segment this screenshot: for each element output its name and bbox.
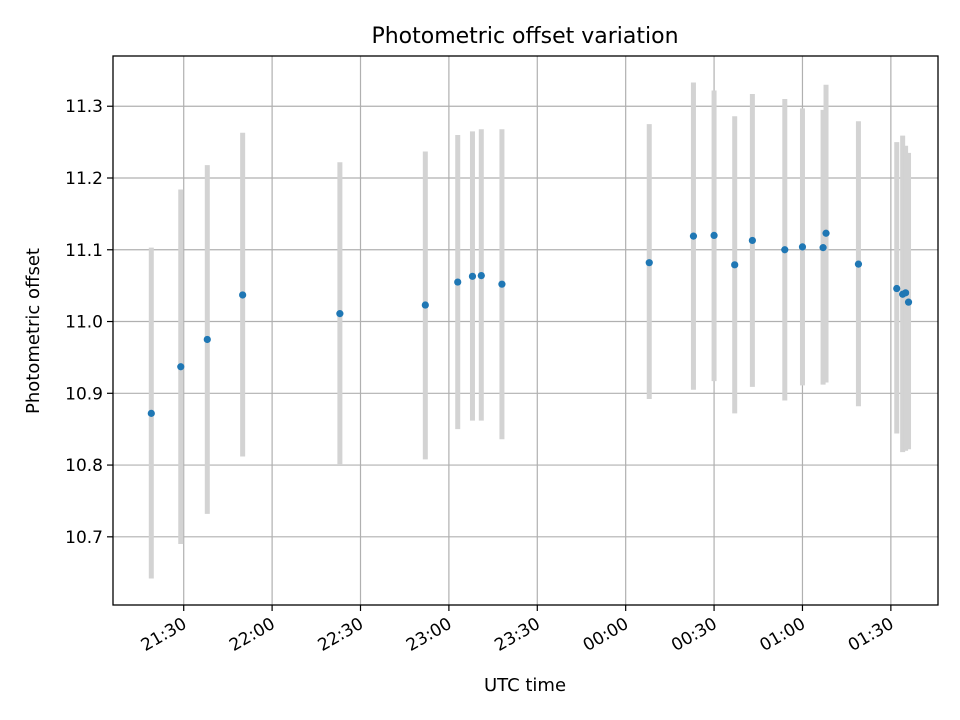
x-tick-label: 23:00 bbox=[403, 614, 455, 656]
y-tick-label: 11.3 bbox=[65, 97, 103, 117]
data-point bbox=[904, 298, 913, 306]
data-point bbox=[689, 232, 698, 240]
x-tick-label: 00:30 bbox=[668, 614, 720, 656]
grid-layer bbox=[113, 56, 938, 605]
y-tick-label: 11.2 bbox=[65, 169, 103, 189]
data-point bbox=[781, 246, 789, 254]
plot-frame bbox=[112, 55, 939, 606]
data-point bbox=[454, 278, 462, 286]
data-point bbox=[822, 229, 830, 237]
data-point bbox=[177, 363, 185, 371]
data-point bbox=[645, 259, 653, 267]
data-point bbox=[798, 243, 807, 251]
data-point bbox=[477, 272, 485, 280]
x-tick-label: 22:00 bbox=[226, 614, 278, 656]
data-point bbox=[498, 280, 506, 288]
data-point bbox=[239, 291, 247, 299]
y-axis-label: Photometric offset bbox=[23, 248, 44, 414]
x-tick-label: 21:30 bbox=[138, 614, 190, 656]
y-tick-label: 10.9 bbox=[65, 384, 103, 404]
data-point bbox=[893, 284, 901, 293]
data-point bbox=[748, 236, 756, 245]
x-tick-label: 01:00 bbox=[757, 614, 809, 656]
data-point bbox=[203, 335, 211, 344]
y-tick-label: 10.8 bbox=[65, 456, 103, 476]
x-tick-label: 01:30 bbox=[845, 614, 897, 656]
data-point bbox=[819, 244, 827, 252]
data-point bbox=[336, 310, 344, 318]
x-tick-label: 22:30 bbox=[315, 614, 367, 656]
data-point bbox=[421, 301, 429, 309]
data-point bbox=[731, 261, 739, 269]
data-point bbox=[468, 272, 477, 280]
x-axis-label: UTC time bbox=[484, 675, 566, 696]
x-tick-label: 00:00 bbox=[580, 614, 632, 656]
data-point bbox=[710, 231, 718, 240]
errorbar-layer bbox=[148, 82, 912, 579]
point-layer bbox=[147, 229, 913, 417]
y-tick-label: 11.1 bbox=[65, 241, 103, 261]
chart-title: Photometric offset variation bbox=[371, 24, 678, 49]
data-point bbox=[147, 409, 155, 417]
y-tick-label: 11.0 bbox=[65, 313, 103, 333]
data-point bbox=[901, 289, 910, 297]
y-tick-label: 10.7 bbox=[65, 528, 103, 548]
data-point bbox=[854, 260, 863, 268]
x-tick-label: 23:30 bbox=[491, 614, 543, 656]
